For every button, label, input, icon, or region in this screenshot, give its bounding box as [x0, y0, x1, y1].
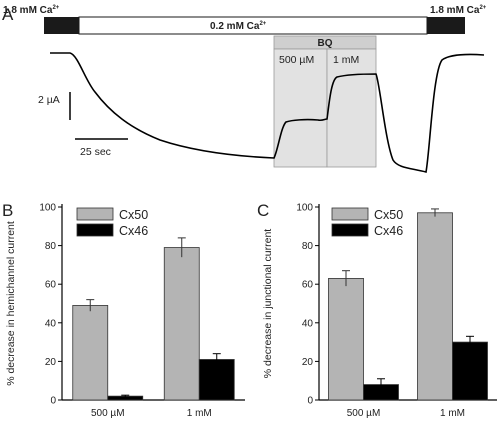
panel-c-bar-cx50	[328, 278, 364, 401]
panel-b-y-tick-label: 100	[39, 203, 56, 214]
panel-c-letter: C	[257, 201, 269, 220]
solution-bar-left	[44, 17, 79, 34]
solution-left-label: 1.8 mM Ca2+	[3, 5, 60, 16]
panel-c-y-axis-label: % decrease in junctional current	[262, 229, 274, 378]
solution-right-superscript: 2+	[479, 5, 486, 11]
panel-c-y-tick-label: 80	[302, 241, 314, 252]
bq-conc-500um: 500 µM	[279, 54, 314, 66]
panel-c-legend-swatch-cx46	[331, 223, 369, 237]
panel-b-letter: B	[2, 201, 13, 220]
bq-conc-1mm: 1 mM	[333, 54, 359, 66]
panel-c-chart: C 0 20 40 60 80 100 % decrease in junctional cu…	[257, 201, 497, 419]
panel-c-y-tick-label: 20	[302, 357, 314, 368]
panel-b-y-tick-label: 0	[50, 396, 56, 407]
solution-mid-label: 0.2 mM Ca2+	[210, 21, 267, 32]
panel-b-legend-swatch-cx50	[76, 207, 114, 221]
panel-b-bar-cx46	[198, 359, 235, 401]
panel-c-bar-cx46	[452, 341, 488, 401]
panel-b-bar-cx50	[163, 247, 200, 401]
panel-c-y-tick-label: 40	[302, 318, 314, 329]
panel-c-y-tick-label: 100	[296, 203, 313, 214]
panel-c-bar-cx50	[417, 212, 453, 401]
bq-label: BQ	[318, 38, 333, 49]
panel-b-chart: B 0 20 40 60 80 100 % decrease in hemichannel c…	[2, 201, 245, 419]
panel-b-y-tick-label: 40	[45, 318, 57, 329]
panel-b-legend-label-cx46: Cx46	[119, 224, 148, 238]
panel-b-y-axis-label: % decrease in hemichannel current	[5, 221, 17, 386]
solution-left-superscript: 2+	[52, 5, 59, 11]
solution-mid-text: 0.2 mM Ca	[210, 21, 260, 32]
current-trace	[50, 52, 485, 173]
solution-right-label: 1.8 mM Ca2+	[430, 5, 487, 16]
panel-b-legend-swatch-cx46	[76, 223, 114, 237]
solution-bar-right	[427, 17, 465, 34]
panel-c-legend-label-cx50: Cx50	[374, 208, 403, 222]
solution-left-text: 1.8 mM Ca	[3, 5, 53, 16]
panel-c-legend-label-cx46: Cx46	[374, 224, 403, 238]
panel-b-y-tick-label: 20	[45, 357, 57, 368]
bq-1mm-region	[326, 48, 377, 168]
panel-b-x-tick-label: 1 mM	[187, 408, 212, 419]
panel-c-x-tick-label: 1 mM	[440, 408, 465, 419]
panel-b-legend-label-cx50: Cx50	[119, 208, 148, 222]
scale-time-label: 25 sec	[80, 146, 111, 158]
panel-b-bar-cx50	[72, 305, 109, 401]
solution-mid-superscript: 2+	[259, 21, 266, 27]
panel-b-y-tick-label: 60	[45, 280, 57, 291]
panel-c-y-tick-label: 60	[302, 280, 314, 291]
panel-c-y-tick-label: 0	[307, 396, 313, 407]
panel-c-legend-swatch-cx50	[331, 207, 369, 221]
panel-a-letter: A	[2, 5, 14, 24]
panel-b-y-tick-label: 80	[45, 241, 57, 252]
panel-c-x-tick-label: 500 µM	[347, 408, 381, 419]
panel-b-x-tick-label: 500 µM	[91, 408, 125, 419]
solution-right-text: 1.8 mM Ca	[430, 5, 480, 16]
scale-current-label: 2 µA	[38, 94, 60, 106]
bq-500um-region	[273, 48, 328, 168]
